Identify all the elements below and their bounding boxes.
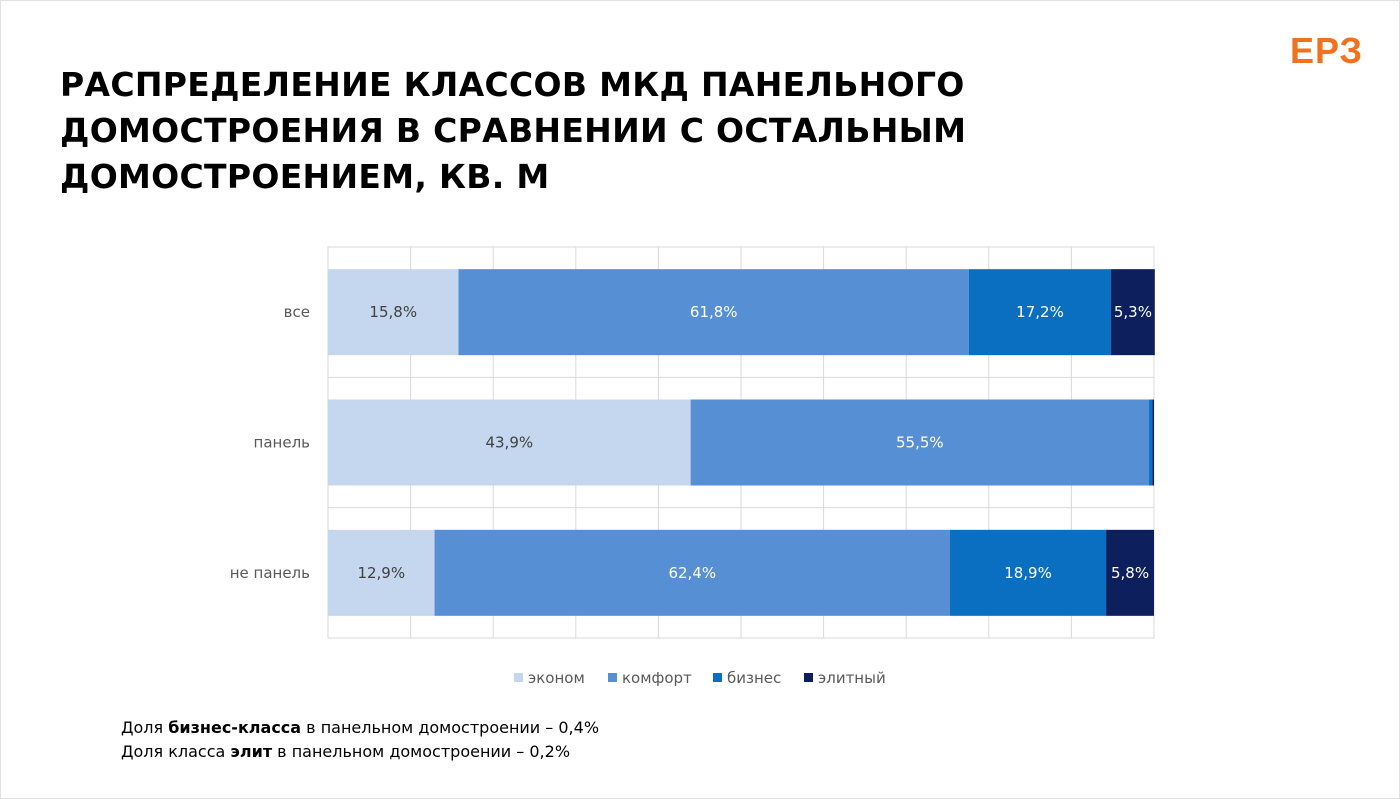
bar-segment — [434, 529, 950, 616]
page-title: РАСПРЕДЕЛЕНИЕ КЛАССОВ МКД ПАНЕЛЬНОГО ДОМ… — [60, 62, 1060, 200]
title-line-1: РАСПРЕДЕЛЕНИЕ КЛАССОВ МКД ПАНЕЛЬНОГО — [60, 65, 965, 104]
bar-segment — [1149, 399, 1153, 486]
legend-swatch — [804, 673, 813, 682]
note-business-share: Доля бизнес-класса в панельном домострое… — [121, 718, 600, 737]
bar-segment — [458, 269, 969, 356]
bar-segment — [690, 399, 1150, 486]
legend-swatch — [514, 673, 523, 682]
category-label: все — [284, 303, 310, 321]
bar-segment — [328, 269, 459, 356]
stacked-bar-chart: все 15,8% 61,8% 17,2% 5,3% панель 43,9% 55,5% не… — [230, 246, 1155, 687]
legend-label: элитный — [818, 669, 886, 687]
data-label: 15,8% — [369, 303, 417, 321]
title-line-2: ДОМОСТРОЕНИЯ В СРАВНЕНИИ С ОСТАЛЬНЫМ — [60, 111, 967, 150]
legend-label: эконом — [528, 669, 585, 687]
data-label: 61,8% — [690, 303, 738, 321]
category-label: не панель — [230, 564, 310, 582]
data-label: 18,9% — [1004, 564, 1052, 582]
erz-logo: ЕРЗ — [1290, 30, 1364, 71]
data-label: 12,9% — [357, 564, 405, 582]
legend-swatch — [713, 673, 722, 682]
data-label: 62,4% — [668, 564, 716, 582]
bar-segment — [949, 529, 1107, 616]
legend-label: бизнес — [727, 669, 781, 687]
bar-segment — [328, 399, 691, 486]
data-label: 43,9% — [485, 434, 533, 452]
data-label: 5,3% — [1114, 303, 1152, 321]
data-label: 5,8% — [1111, 564, 1149, 582]
bar-segment — [328, 529, 435, 616]
data-label: 55,5% — [896, 434, 944, 452]
note-elite-share: Доля класса элит в панельном домостроени… — [121, 742, 571, 761]
category-label: панель — [254, 434, 310, 452]
bar-segment — [1106, 529, 1154, 616]
bar-segment — [968, 269, 1112, 356]
legend-label: комфорт — [622, 669, 692, 687]
data-label: 17,2% — [1016, 303, 1064, 321]
bar-segment — [1111, 269, 1155, 356]
bar-segment — [1152, 399, 1154, 486]
legend-swatch — [608, 673, 617, 682]
title-line-3: ДОМОСТРОЕНИЕМ, КВ. М — [60, 157, 550, 196]
notes: Доля бизнес-класса в панельном домострое… — [121, 716, 599, 764]
